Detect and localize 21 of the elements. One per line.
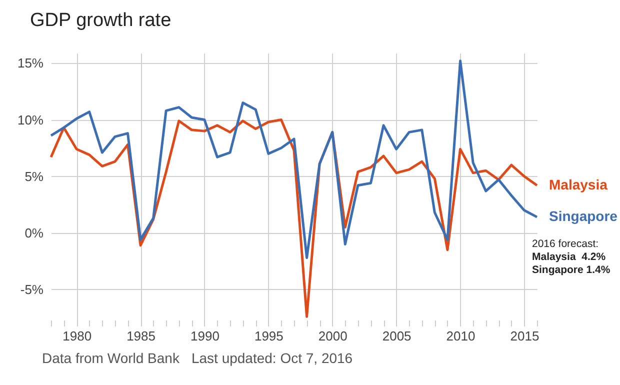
x-tick-label: 2005 <box>382 328 412 344</box>
text: Last updated: Oct 7, 2016 <box>191 350 353 366</box>
y-tick-label: 15% <box>17 56 44 71</box>
x-tick-label: 1995 <box>254 328 284 344</box>
x-tick-label: 1990 <box>190 328 220 344</box>
y-tick-label: -5% <box>20 282 44 297</box>
x-tick-label: 2010 <box>446 328 476 344</box>
series-label: Malaysia <box>549 176 608 192</box>
x-tick-label: 1985 <box>126 328 156 344</box>
x-tick-label: 1980 <box>62 328 92 344</box>
text: Data from World Bank <box>42 350 180 366</box>
series-label: Singapore <box>549 208 618 224</box>
annotation: Malaysia 4.2% <box>532 251 607 264</box>
annotation: 2016 forecast: <box>532 238 600 251</box>
y-tick-label: 0% <box>24 225 44 240</box>
y-tick-label: 5% <box>24 168 44 184</box>
x-tick-label: 2015 <box>510 328 540 344</box>
annotation: Singapore 1.4% <box>532 264 610 277</box>
x-tick-label: 2000 <box>318 328 348 344</box>
chart-title: GDP growth rate <box>30 10 172 32</box>
y-tick-label: 10% <box>17 112 44 128</box>
